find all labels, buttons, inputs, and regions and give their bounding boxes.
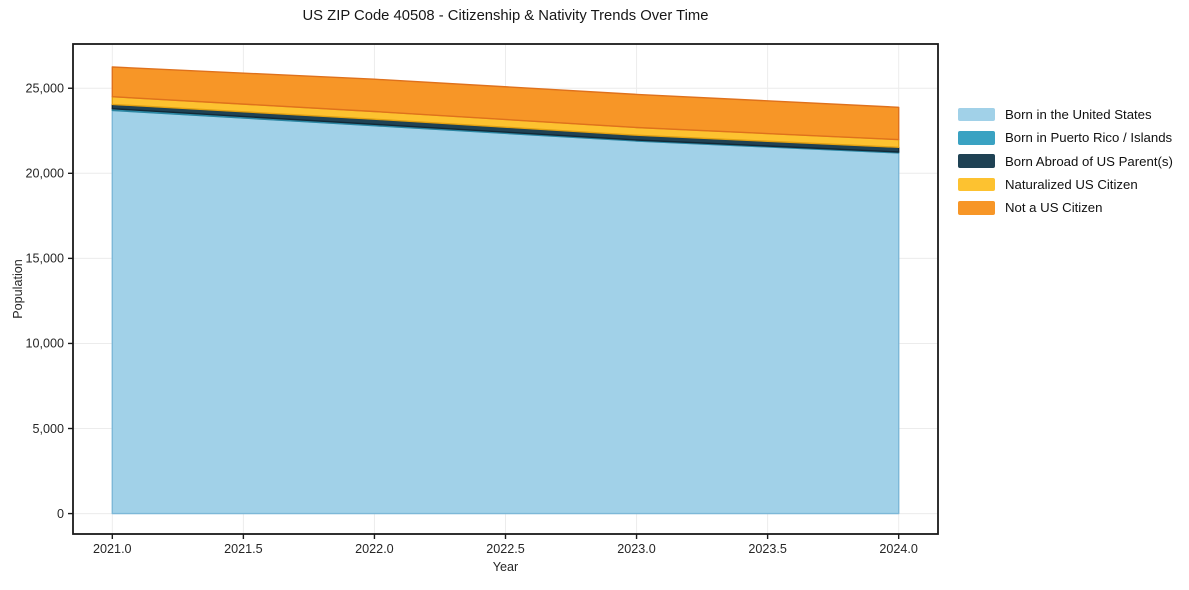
legend-item: Born in Puerto Rico / Islands bbox=[958, 126, 1173, 149]
y-tick-label: 25,000 bbox=[25, 82, 64, 96]
legend-label: Born Abroad of US Parent(s) bbox=[1005, 153, 1173, 169]
chart-title: US ZIP Code 40508 - Citizenship & Nativi… bbox=[302, 8, 709, 24]
legend-item: Naturalized US Citizen bbox=[958, 173, 1173, 196]
legend-item: Born Abroad of US Parent(s) bbox=[958, 150, 1173, 173]
legend-swatch bbox=[958, 107, 995, 122]
legend-item: Born in the United States bbox=[958, 103, 1173, 126]
x-tick-label: 2023.5 bbox=[748, 542, 787, 556]
y-tick-label: 10,000 bbox=[25, 337, 64, 351]
x-tick-label: 2022.5 bbox=[486, 542, 525, 556]
x-axis-label: Year bbox=[492, 560, 519, 574]
legend-swatch bbox=[958, 131, 995, 145]
legend-label: Naturalized US Citizen bbox=[1005, 177, 1138, 193]
x-tick-label: 2021.5 bbox=[224, 542, 263, 556]
x-tick-label: 2023.0 bbox=[617, 542, 656, 556]
legend-label: Born in the United States bbox=[1005, 107, 1152, 123]
y-axis-label: Population bbox=[11, 259, 25, 319]
legend-swatch bbox=[958, 177, 995, 192]
legend-label: Not a US Citizen bbox=[1005, 200, 1103, 216]
area-series bbox=[111, 66, 900, 141]
legend-item: Not a US Citizen bbox=[958, 196, 1173, 219]
legend: Born in the United States Born in Puerto … bbox=[958, 103, 1173, 219]
x-tick-label: 2024.0 bbox=[879, 542, 918, 556]
y-tick-label: 15,000 bbox=[25, 252, 64, 266]
legend-swatch bbox=[958, 154, 995, 168]
y-tick-label: 0 bbox=[57, 507, 64, 521]
area-series bbox=[111, 109, 900, 515]
y-tick-label: 5,000 bbox=[32, 422, 64, 436]
legend-swatch bbox=[958, 201, 995, 215]
x-tick-label: 2021.0 bbox=[93, 542, 132, 556]
y-tick-label: 20,000 bbox=[25, 167, 64, 181]
legend-label: Born in Puerto Rico / Islands bbox=[1005, 130, 1173, 146]
x-tick-label: 2022.0 bbox=[355, 542, 394, 556]
